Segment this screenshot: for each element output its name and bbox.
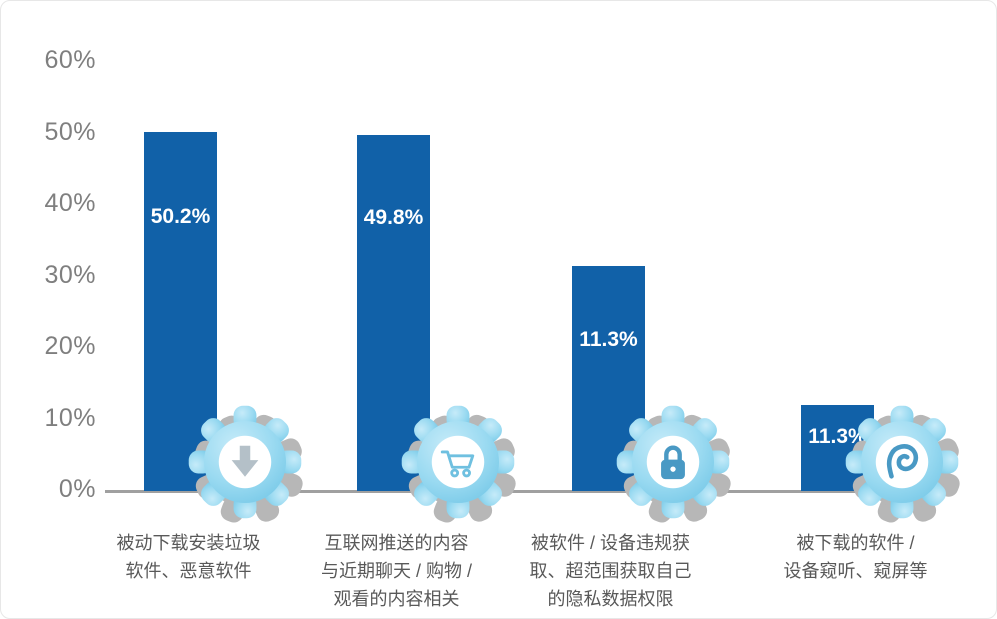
category-label-line: 被下载的软件 / [796,533,915,553]
category-label-line: 互联网推送的内容 [324,533,469,553]
category-label: 被动下载安装垃圾 软件、恶意软件 [39,529,339,585]
gear-lock-icon [616,405,731,523]
gear-icon-wrapper [840,400,964,529]
y-tick-label: 10% [44,403,96,432]
gear-ear-icon [845,405,960,523]
category-label-line: 取、超范围获取自己 [529,561,692,581]
gear-download-arrow-icon [188,405,303,523]
category-label-line: 设备窥听、窥屏等 [783,561,928,581]
category-label-line: 软件、恶意软件 [125,561,252,581]
bar-value-label: 50.2% [150,205,211,228]
y-tick-label: 60% [44,46,96,74]
category-label-line: 的隐私数据权限 [547,589,674,609]
x-axis-line [105,490,942,493]
y-tick-label: 20% [44,332,96,360]
y-tick-label: 0% [58,475,96,503]
bar-value-label: 49.8% [363,206,424,229]
gear-shopping-cart-icon [401,405,516,523]
category-label: 被软件 / 设备违规获 取、超范围获取自己 的隐私数据权限 [461,529,761,613]
bar-value-label: 11.3% [579,328,638,351]
bar-value-label: 11.3% [808,425,867,448]
category-label-line: 与近期聊天 / 购物 / [320,561,472,581]
y-tick-label: 50% [44,117,96,146]
shopping-cart-icon [440,450,475,478]
category-label-line: 被动下载安装垃圾 [116,533,261,553]
category-label-line: 被软件 / 设备违规获 [530,533,690,553]
category-label-line: 观看的内容相关 [333,589,460,609]
ear-icon [886,444,919,479]
category-label: 互联网推送的内容 与近期聊天 / 购物 / 观看的内容相关 [247,529,547,613]
download-arrow-icon [231,445,259,477]
lock-icon [661,445,685,480]
y-tick-label: 40% [44,189,96,217]
gear-icon-wrapper [611,400,735,529]
gear-icon-wrapper [396,400,520,529]
category-label: 被下载的软件 / 设备窥听、窥屏等 [706,529,997,585]
y-tick-label: 30% [44,260,96,289]
gear-icon-wrapper [183,400,307,529]
